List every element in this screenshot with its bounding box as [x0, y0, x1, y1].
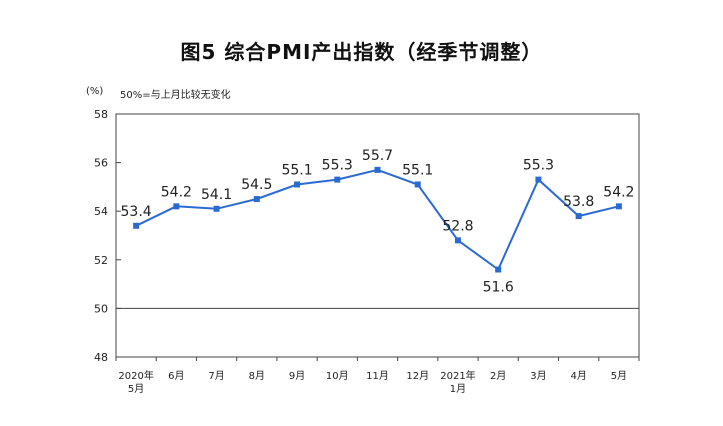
- data-point: [495, 266, 502, 273]
- x-tick-label: 2月: [490, 370, 506, 382]
- data-label: 52.8: [442, 218, 473, 234]
- data-label: 54.1: [201, 187, 232, 203]
- y-axis-unit-label: (%): [86, 86, 104, 97]
- data-label: 55.7: [362, 148, 393, 164]
- data-label: 55.3: [322, 158, 353, 174]
- x-tick-label: 6月: [168, 370, 184, 382]
- y-tick-label: 48: [94, 351, 108, 364]
- x-tick-label: 1月: [450, 383, 466, 395]
- data-label: 54.2: [161, 184, 192, 200]
- y-tick-label: 58: [94, 108, 108, 121]
- data-point: [253, 196, 260, 203]
- data-point: [374, 166, 381, 173]
- x-tick-label: 4月: [570, 370, 586, 382]
- y-tick-label: 52: [94, 254, 108, 267]
- y-tick-label: 50: [94, 302, 108, 315]
- data-point: [133, 222, 140, 229]
- x-tick-label: 3月: [530, 370, 546, 382]
- data-label: 54.2: [603, 184, 634, 200]
- baseline-note: 50%=与上月比较无变化: [120, 90, 231, 101]
- series-line: [135, 168, 620, 272]
- data-point: [213, 205, 220, 212]
- x-tick-label: 2020年: [118, 369, 153, 382]
- x-tick-label: 12月: [406, 370, 429, 382]
- x-tick-label: 8月: [249, 370, 265, 382]
- x-tick-label: 5月: [611, 370, 627, 382]
- data-label: 55.1: [402, 162, 433, 178]
- x-tick-label: 10月: [326, 370, 349, 382]
- data-point: [334, 176, 341, 183]
- chart-title: 图5 综合PMI产出指数（经季节调整）: [180, 40, 543, 64]
- data-label: 53.4: [121, 204, 152, 220]
- data-label: 54.5: [241, 177, 272, 193]
- data-point: [575, 213, 582, 220]
- data-point: [615, 203, 622, 210]
- data-point: [294, 181, 301, 188]
- data-label: 51.6: [483, 280, 514, 296]
- plot-frame: [115, 113, 640, 358]
- y-tick-label: 54: [94, 205, 108, 218]
- data-point: [454, 237, 461, 244]
- y-tick-label: 56: [94, 157, 108, 170]
- data-label: 53.8: [563, 194, 594, 210]
- x-tick-label: 7月: [208, 370, 224, 382]
- data-point: [414, 181, 421, 188]
- x-tick-label: 11月: [366, 370, 389, 382]
- data-point: [173, 203, 180, 210]
- data-label: 55.1: [281, 162, 312, 178]
- x-tick-label: 9月: [289, 370, 305, 382]
- data-point: [535, 176, 542, 183]
- x-tick-label: 5月: [128, 383, 144, 395]
- x-tick-label: 2021年: [440, 369, 475, 382]
- data-label: 55.3: [523, 158, 554, 174]
